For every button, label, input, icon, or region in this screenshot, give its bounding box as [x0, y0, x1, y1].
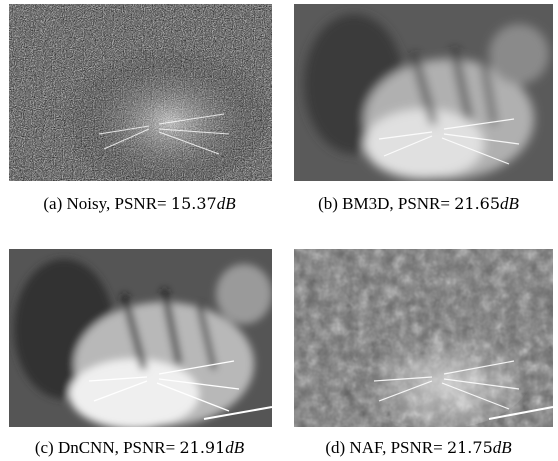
caption-method: DnCNN, PSNR= [57, 438, 176, 457]
bm3d-tiger-picture [294, 4, 553, 181]
caption-b: (b) BM3D, PSNR= 21.65dB [279, 194, 558, 214]
caption-tag: (a) [43, 194, 63, 213]
caption-method: Noisy, PSNR= [66, 194, 167, 213]
caption-tag: (b) [318, 194, 338, 213]
caption-a: (a) Noisy, PSNR= 15.37dB [0, 194, 279, 214]
psnr-value: 15.37 [170, 194, 217, 213]
caption-method: BM3D, PSNR= [342, 194, 450, 213]
psnr-value: 21.91 [179, 438, 226, 457]
dncnn-image [9, 249, 272, 427]
naf-tiger-picture [294, 249, 553, 427]
noisy-image [9, 4, 272, 181]
caption-d: (d) NAF, PSNR= 21.75dB [279, 438, 558, 458]
caption-tag: (c) [34, 438, 54, 457]
psnr-unit: dB [500, 194, 519, 213]
caption-method: NAF, PSNR= [349, 438, 443, 457]
psnr-unit: dB [216, 194, 236, 213]
psnr-unit: dB [225, 438, 245, 457]
bm3d-image [294, 4, 553, 181]
noisy-tiger-picture [9, 4, 272, 181]
psnr-value: 21.75 [446, 438, 493, 457]
caption-c: (c) DnCNN, PSNR= 21.91dB [0, 438, 279, 458]
naf-image [294, 249, 553, 427]
caption-tag: (d) [325, 438, 346, 457]
psnr-value: 21.65 [454, 194, 501, 213]
dncnn-tiger-picture [9, 249, 272, 427]
psnr-unit: dB [492, 438, 512, 457]
